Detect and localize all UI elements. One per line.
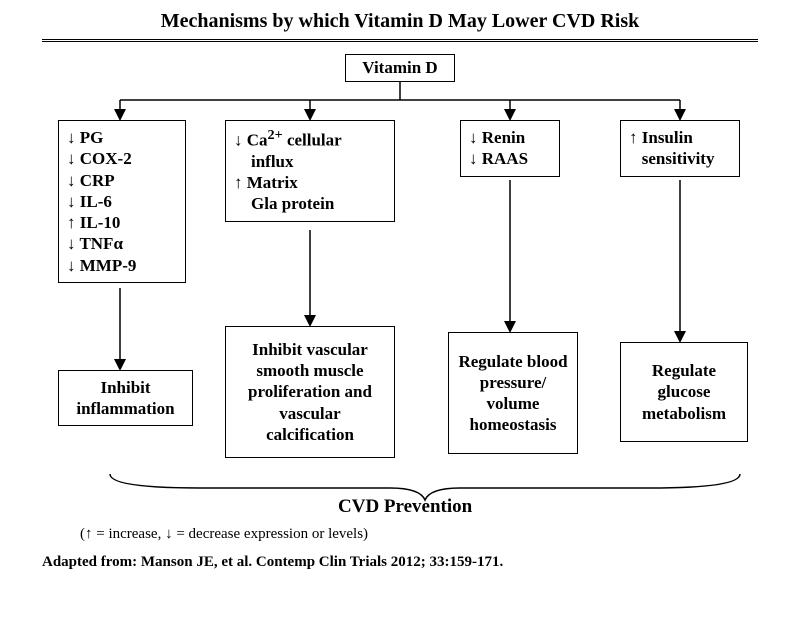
col4-upper-box: ↑ Insulin sensitivity — [620, 120, 740, 177]
diagram-canvas: Vitamin D ↓ PG↓ COX-2↓ CRP↓ IL-6↑ IL-10↓… — [0, 42, 800, 582]
col1-upper-box: ↓ PG↓ COX-2↓ CRP↓ IL-6↑ IL-10↓ TNFα↓ MMP… — [58, 120, 186, 283]
citation-text: Adapted from: Manson JE, et al. Contemp … — [42, 554, 503, 571]
col3-lower-box: Regulate blood pressure/ volume homeosta… — [448, 332, 578, 454]
col3-upper-box: ↓ Renin↓ RAAS — [460, 120, 560, 177]
col4-lower-box: Regulate glucose metabolism — [620, 342, 748, 442]
col2-lower-box: Inhibit vascular smooth muscle prolifera… — [225, 326, 395, 458]
col2-upper-box: ↓ Ca2+ cellular influx↑ Matrix Gla prote… — [225, 120, 395, 222]
legend-text: (↑ = increase, ↓ = decrease expression o… — [80, 526, 368, 543]
root-node: Vitamin D — [345, 54, 455, 82]
col1-lower-box: Inhibit inflammation — [58, 370, 193, 426]
result-label: CVD Prevention — [338, 496, 472, 518]
page-title: Mechanisms by which Vitamin D May Lower … — [0, 0, 800, 39]
